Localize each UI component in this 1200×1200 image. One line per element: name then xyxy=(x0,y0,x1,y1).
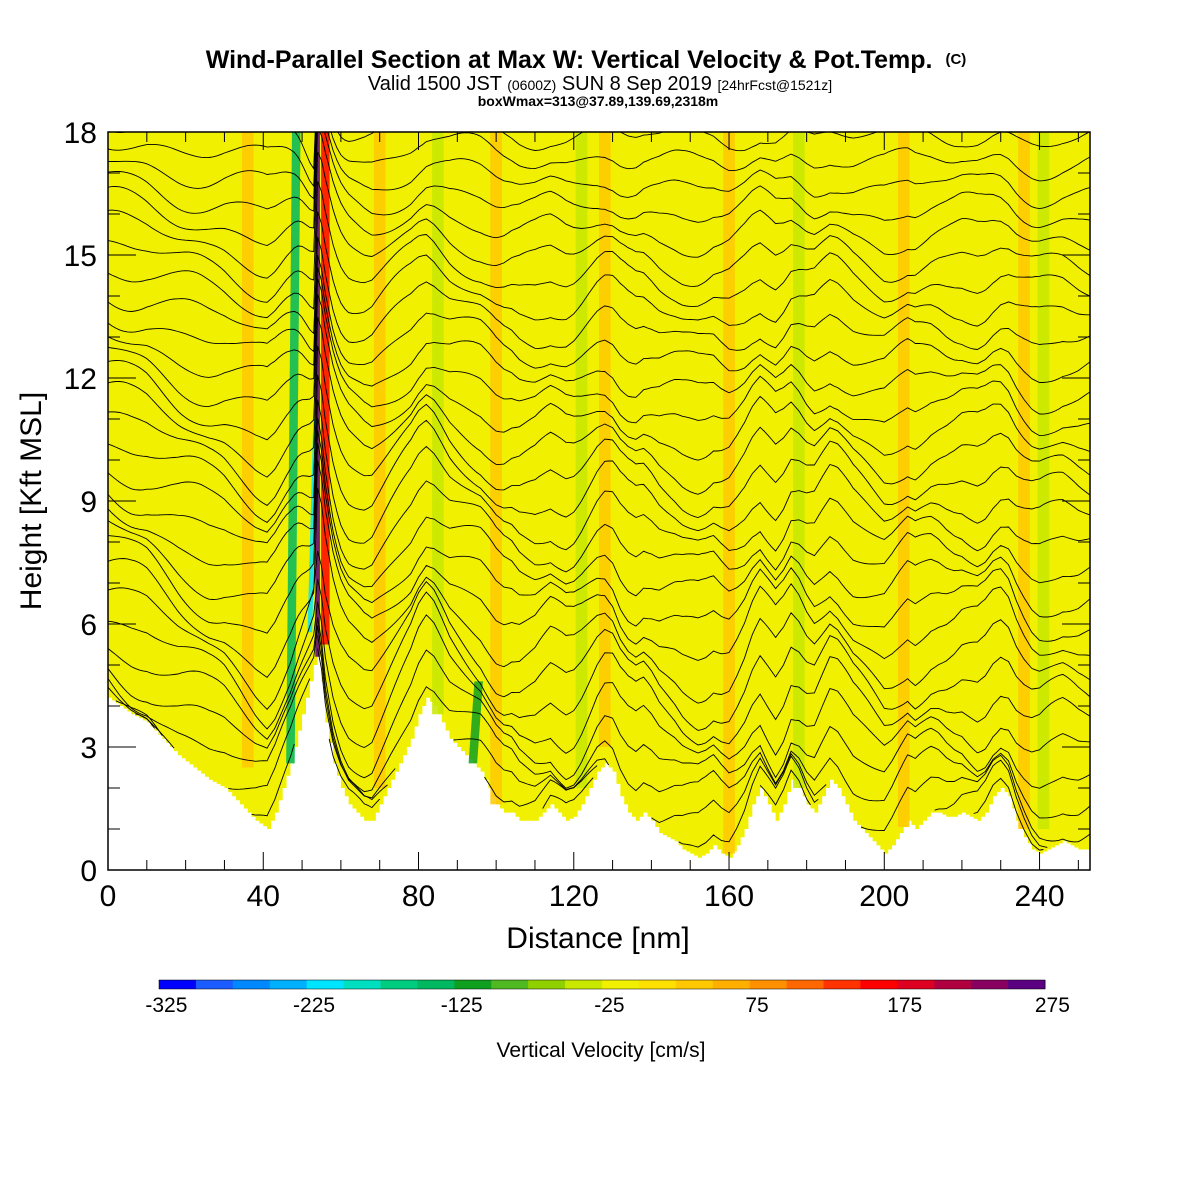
colorbar-tick-label: -225 xyxy=(293,994,335,1017)
isentrope-contour xyxy=(108,132,1090,210)
y-tick-label: 18 xyxy=(64,117,97,150)
y-tick-label: 3 xyxy=(80,732,97,765)
colorbar-swatch xyxy=(786,980,824,989)
isentrope-contour xyxy=(108,430,1090,618)
colorbar-tick-label: -25 xyxy=(594,994,624,1017)
isentrope-contour xyxy=(108,211,1090,327)
colorbar-tick-labels: -325 -225 -125 -25 75 175 275 xyxy=(145,994,1070,1017)
isentrope-contour xyxy=(108,399,1090,552)
colorbar-swatch xyxy=(897,980,935,989)
colorbar-swatch xyxy=(934,980,972,989)
isentrope-contour xyxy=(108,294,1090,461)
isentrope-contour xyxy=(108,635,1090,843)
colorbar-swatch xyxy=(195,980,234,989)
x-tick-label: 80 xyxy=(402,880,435,913)
colorbar-tick-label: 75 xyxy=(745,994,768,1017)
velocity-band xyxy=(575,132,588,788)
colorbar-swatch xyxy=(565,980,603,989)
velocity-band xyxy=(490,132,502,805)
y-tick-label: 6 xyxy=(80,609,97,642)
colorbar-swatch xyxy=(749,980,788,989)
colorbar-tick-label: 275 xyxy=(1035,994,1070,1017)
colorbar-swatch xyxy=(860,980,898,989)
x-tick-label: 160 xyxy=(704,880,754,913)
colorbar-swatch xyxy=(380,980,418,989)
colorbar-swatch xyxy=(638,980,677,989)
chart-subtitle-boxwmax: boxWmax=313@37.89,139.69,2318m xyxy=(478,93,719,109)
colorbar-swatch xyxy=(269,980,308,989)
colorbar-tick-label: 175 xyxy=(887,994,922,1017)
colorbar xyxy=(158,979,1046,990)
isentrope-contour xyxy=(108,374,1090,532)
colorbar-swatch xyxy=(602,980,640,989)
colorbar-swatch xyxy=(1008,980,1046,989)
isentrope-contour xyxy=(108,460,1090,661)
velocity-band xyxy=(468,681,483,764)
isentrope-contour xyxy=(108,254,1090,383)
colorbar-swatch xyxy=(823,980,861,989)
potential-temperature-contours xyxy=(108,132,1090,851)
velocity-band xyxy=(241,132,254,768)
colorbar-swatch xyxy=(343,980,381,989)
velocity-band xyxy=(432,132,444,715)
chart-subtitle-valid: Valid 1500 JST (0600Z) SUN 8 Sep 2019 [2… xyxy=(368,73,832,95)
y-tick-label: 15 xyxy=(64,240,97,273)
isentrope-contour xyxy=(108,278,1090,437)
isentrope-contour xyxy=(108,487,1090,704)
velocity-band xyxy=(373,132,386,788)
x-tick-label: 120 xyxy=(549,880,599,913)
x-tick-label: 240 xyxy=(1015,880,1065,913)
colorbar-swatch xyxy=(675,980,714,989)
isentrope-contour xyxy=(108,132,1090,258)
colorbar-swatch xyxy=(454,980,492,989)
isentrope-contour xyxy=(108,132,1090,188)
isentrope-contour xyxy=(108,267,1090,415)
velocity-band xyxy=(1037,132,1050,829)
colorbar-swatch xyxy=(306,980,345,989)
isentrope-contour xyxy=(108,132,1090,229)
colorbar-swatch xyxy=(971,980,1009,989)
isentrope-contour xyxy=(108,625,1090,819)
x-tick-label: 200 xyxy=(859,880,909,913)
x-axis-title: Distance [nm] xyxy=(506,922,689,955)
colorbar-tick-label: -325 xyxy=(145,994,187,1017)
isentrope-contour xyxy=(108,601,1090,760)
y-tick-label: 9 xyxy=(80,486,97,519)
isentrope-contour xyxy=(108,417,1090,584)
isentrope-contour xyxy=(108,181,1090,307)
chart-title: Wind-Parallel Section at Max W: Vertical… xyxy=(206,46,967,74)
isentrope-contour xyxy=(108,317,1090,495)
isentrope-contour xyxy=(108,236,1090,351)
isentrope-contour xyxy=(108,617,1090,789)
y-axis-ticks: 0 3 6 9 12 15 18 xyxy=(64,117,1090,888)
x-tick-label: 40 xyxy=(247,880,280,913)
velocity-band xyxy=(286,132,301,764)
colorbar-tick-label: -125 xyxy=(441,994,483,1017)
isentrope-contour xyxy=(108,550,1090,731)
copyright-mark: (C) xyxy=(945,51,966,68)
isentrope-contour xyxy=(108,578,1090,746)
colorbar-swatch xyxy=(712,980,751,989)
plot-area xyxy=(108,132,1090,870)
isentrope-contour xyxy=(108,443,1090,642)
colorbar-swatch xyxy=(232,980,271,989)
colorbar-title: Vertical Velocity [cm/s] xyxy=(497,1039,706,1062)
colorbar-swatch xyxy=(528,980,566,989)
isentrope-contour xyxy=(108,151,1090,287)
x-axis-ticks: 0 40 80 120 160 200 240 xyxy=(100,132,1079,913)
velocity-band xyxy=(723,132,735,854)
y-tick-label: 0 xyxy=(80,855,97,888)
colorbar-swatch xyxy=(159,980,197,989)
y-tick-label: 12 xyxy=(64,363,97,396)
colorbar-swatch xyxy=(491,980,529,989)
colorbar-frame xyxy=(158,979,1046,990)
y-axis-title: Height [Kft MSL] xyxy=(15,392,48,610)
x-tick-label: 0 xyxy=(100,880,117,913)
isentrope-contour xyxy=(108,345,1090,518)
colorbar-swatch xyxy=(417,980,455,989)
